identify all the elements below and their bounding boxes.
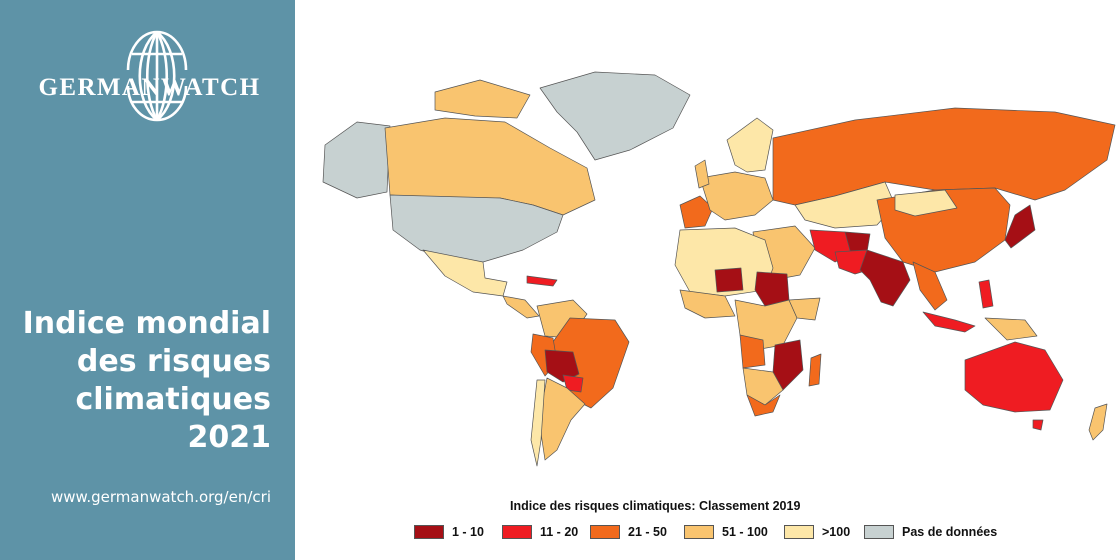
title-line: 2021 <box>187 420 272 455</box>
legend-label: 11 - 20 <box>540 525 579 539</box>
title-line: climatiques <box>75 382 271 417</box>
region-new-zealand <box>1088 403 1108 441</box>
world-map <box>322 71 1116 467</box>
region-horn-africa <box>788 297 821 321</box>
region-arctic-islands <box>434 79 531 119</box>
region-mexico <box>422 249 508 297</box>
legend-swatch <box>864 525 894 539</box>
legend-label: Pas de données <box>902 525 998 539</box>
region-greenland <box>539 71 691 161</box>
brand-name: GERMANWATCH <box>38 74 261 101</box>
legend-swatch <box>590 525 620 539</box>
region-paraguay <box>562 374 584 393</box>
globe-icon <box>126 30 188 122</box>
legend-swatch <box>784 525 814 539</box>
legend-swatch <box>684 525 714 539</box>
region-europe-central <box>699 171 774 221</box>
region-mozambique <box>772 339 804 391</box>
region-tasmania <box>1032 419 1044 431</box>
legend-swatch <box>414 525 444 539</box>
region-central-america <box>502 295 540 319</box>
region-australia <box>964 341 1064 413</box>
region-indonesia <box>922 311 976 333</box>
legend-label: 51 - 100 <box>722 525 768 539</box>
region-southeast-asia <box>912 261 948 311</box>
sidebar: GERMANWATCH Indice mondial des risques c… <box>0 0 295 560</box>
region-europe-west <box>679 195 714 229</box>
legend-title: Indice des risques climatiques: Classeme… <box>510 499 801 513</box>
region-sudan <box>754 271 790 307</box>
region-philippines <box>978 279 994 309</box>
region-west-africa <box>679 289 736 319</box>
region-southern-africa <box>742 367 784 406</box>
region-uk <box>694 159 710 189</box>
region-usa <box>389 194 564 263</box>
region-alaska <box>322 121 391 199</box>
region-indonesia-east <box>984 317 1038 341</box>
region-caribbean <box>526 275 558 287</box>
region-angola <box>739 334 766 369</box>
region-india <box>859 249 911 307</box>
website-link[interactable]: www.germanwatch.org/en/cri <box>50 488 271 506</box>
legend-label: 21 - 50 <box>628 525 667 539</box>
legend-label: 1 - 10 <box>452 525 484 539</box>
region-chile <box>530 379 546 467</box>
legend-swatch <box>502 525 532 539</box>
region-madagascar <box>808 353 822 387</box>
region-niger <box>714 267 744 293</box>
title-line: des risques <box>76 344 271 379</box>
germanwatch-logo: GERMANWATCH <box>22 30 277 125</box>
region-south-africa <box>746 394 781 417</box>
legend-label: >100 <box>822 525 851 539</box>
title-line: Indice mondial <box>22 306 271 341</box>
page-title: Indice mondial des risques climatiques 2… <box>11 305 271 457</box>
region-japan <box>1004 204 1036 249</box>
region-scandinavia <box>726 117 774 173</box>
region-mongolia <box>894 189 958 217</box>
